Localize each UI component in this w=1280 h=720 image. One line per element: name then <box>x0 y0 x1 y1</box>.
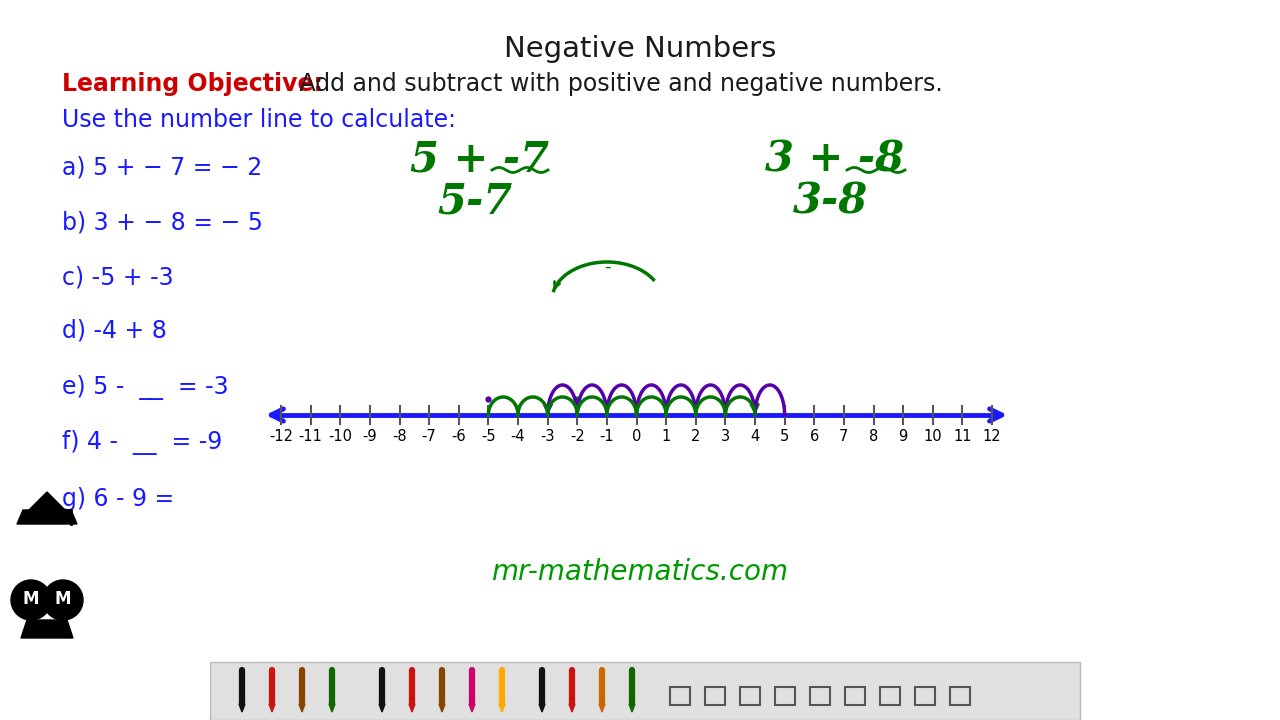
Text: -: - <box>604 258 611 276</box>
Text: -12: -12 <box>269 429 293 444</box>
Text: 12: 12 <box>983 429 1001 444</box>
Text: 2: 2 <box>691 429 700 444</box>
Bar <box>210 662 1080 720</box>
Polygon shape <box>539 704 545 712</box>
Text: f) 4 -  __  = -9: f) 4 - __ = -9 <box>61 430 223 455</box>
Text: g) 6 - 9 =: g) 6 - 9 = <box>61 487 174 511</box>
Text: -11: -11 <box>298 429 323 444</box>
Text: M: M <box>23 590 40 608</box>
Text: 9: 9 <box>899 429 908 444</box>
Polygon shape <box>439 704 445 712</box>
Text: 11: 11 <box>954 429 972 444</box>
Text: 7: 7 <box>840 429 849 444</box>
Text: -10: -10 <box>328 429 352 444</box>
Text: 5-7: 5-7 <box>438 180 512 222</box>
Text: mr-mathematics.com: mr-mathematics.com <box>492 558 788 586</box>
Bar <box>669 687 690 705</box>
Polygon shape <box>570 704 575 712</box>
Polygon shape <box>17 510 77 524</box>
Text: d) -4 + 8: d) -4 + 8 <box>61 318 166 342</box>
Text: 3 + -8: 3 + -8 <box>765 138 905 180</box>
Bar <box>705 687 724 705</box>
Circle shape <box>44 580 83 620</box>
Text: e) 5 -  __  = -3: e) 5 - __ = -3 <box>61 375 229 400</box>
Polygon shape <box>499 704 506 712</box>
Text: 3-8: 3-8 <box>792 180 868 222</box>
Text: 4: 4 <box>750 429 759 444</box>
Bar <box>915 687 934 705</box>
Text: 8: 8 <box>869 429 878 444</box>
Text: 3: 3 <box>721 429 730 444</box>
Text: 5: 5 <box>780 429 790 444</box>
Polygon shape <box>29 492 65 510</box>
Text: -5: -5 <box>481 429 495 444</box>
Bar <box>881 687 900 705</box>
Bar <box>740 687 760 705</box>
Polygon shape <box>628 704 635 712</box>
Text: 6: 6 <box>810 429 819 444</box>
Text: 1: 1 <box>662 429 671 444</box>
Text: -9: -9 <box>362 429 378 444</box>
Text: M: M <box>55 590 72 608</box>
Text: 5 + -7: 5 + -7 <box>411 138 549 180</box>
Text: 0: 0 <box>632 429 641 444</box>
Text: a) 5 + − 7 = − 2: a) 5 + − 7 = − 2 <box>61 155 262 179</box>
Polygon shape <box>300 704 305 712</box>
Text: -6: -6 <box>452 429 466 444</box>
Text: -4: -4 <box>511 429 525 444</box>
Circle shape <box>12 580 51 620</box>
Text: -1: -1 <box>599 429 614 444</box>
Text: -2: -2 <box>570 429 585 444</box>
Bar <box>810 687 829 705</box>
Text: b) 3 + − 8 = − 5: b) 3 + − 8 = − 5 <box>61 210 262 234</box>
Polygon shape <box>269 704 275 712</box>
Bar <box>845 687 865 705</box>
Text: -7: -7 <box>421 429 436 444</box>
Bar <box>774 687 795 705</box>
Text: Add and subtract with positive and negative numbers.: Add and subtract with positive and negat… <box>292 72 943 96</box>
Text: -3: -3 <box>540 429 554 444</box>
Polygon shape <box>410 704 415 712</box>
Text: c) -5 + -3: c) -5 + -3 <box>61 265 174 289</box>
Text: Use the number line to calculate:: Use the number line to calculate: <box>61 108 456 132</box>
Text: Negative Numbers: Negative Numbers <box>504 35 776 63</box>
Text: Learning Objective:: Learning Objective: <box>61 72 323 96</box>
Text: -8: -8 <box>392 429 407 444</box>
Polygon shape <box>468 704 475 712</box>
Polygon shape <box>20 620 73 638</box>
Polygon shape <box>329 704 335 712</box>
Polygon shape <box>379 704 385 712</box>
Text: 10: 10 <box>923 429 942 444</box>
Bar <box>950 687 970 705</box>
Polygon shape <box>239 704 244 712</box>
Polygon shape <box>599 704 605 712</box>
